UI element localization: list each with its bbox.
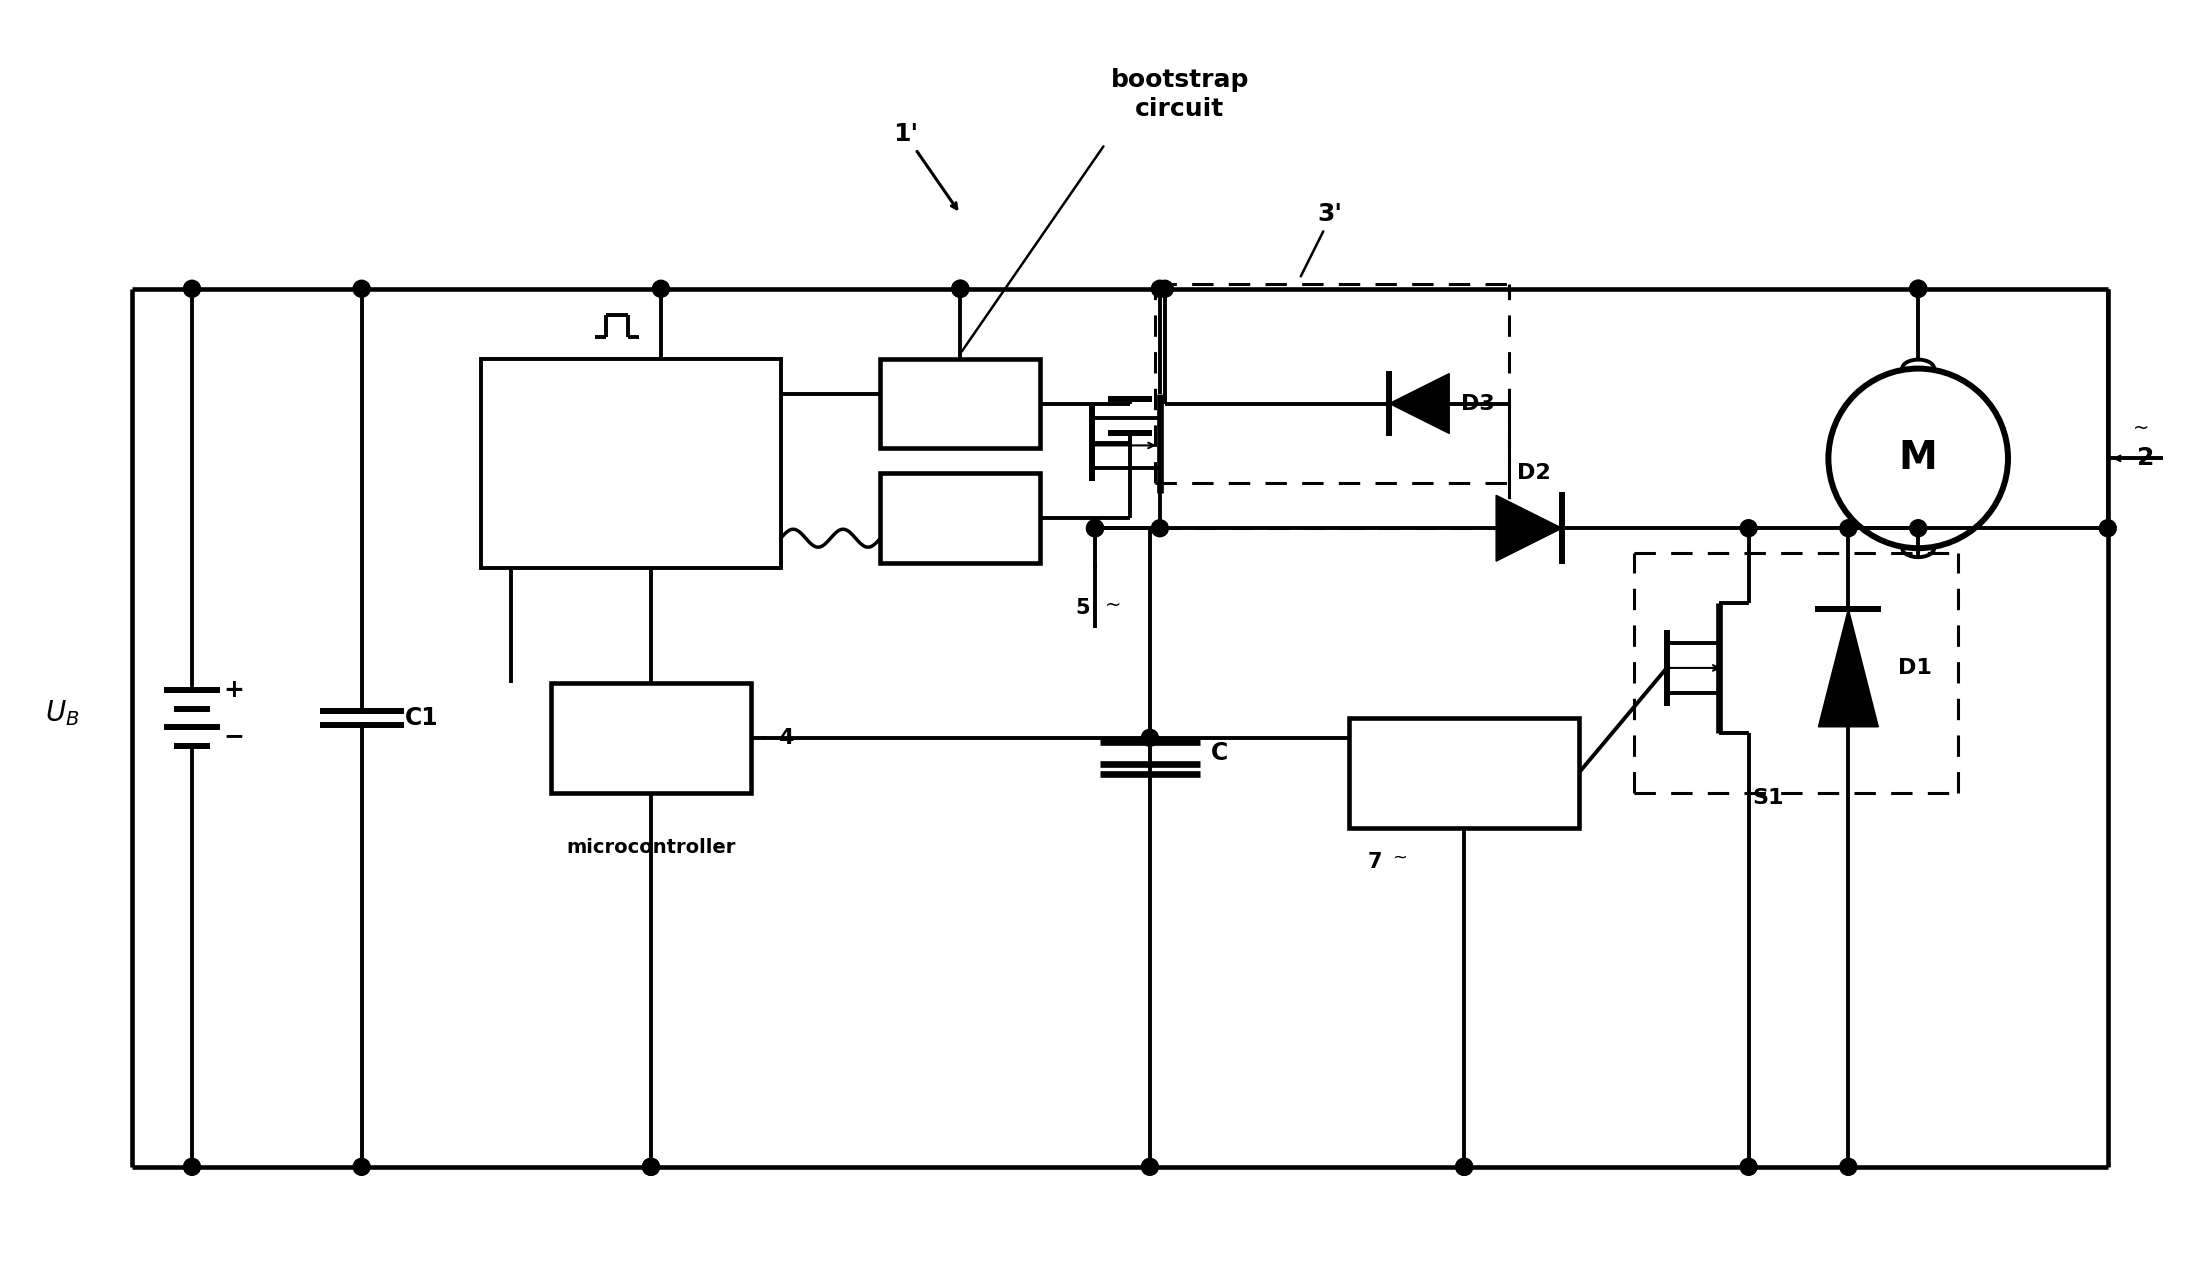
Circle shape bbox=[1741, 520, 1756, 536]
Circle shape bbox=[352, 280, 370, 297]
Circle shape bbox=[1840, 520, 1858, 536]
Text: bootstrap
circuit: bootstrap circuit bbox=[1112, 67, 1248, 120]
Circle shape bbox=[1151, 280, 1169, 297]
Circle shape bbox=[1455, 1159, 1472, 1175]
Text: ~: ~ bbox=[757, 728, 775, 747]
Text: ~: ~ bbox=[1391, 848, 1406, 866]
Circle shape bbox=[1142, 729, 1158, 747]
Circle shape bbox=[1151, 520, 1169, 536]
Text: M: M bbox=[1899, 440, 1937, 477]
Circle shape bbox=[1087, 520, 1103, 536]
Bar bbox=[550, 683, 751, 792]
Text: D1: D1 bbox=[1897, 658, 1932, 678]
Text: D2: D2 bbox=[1516, 463, 1552, 483]
Text: +: + bbox=[225, 678, 244, 702]
Circle shape bbox=[183, 1159, 200, 1175]
Bar bbox=[880, 473, 1041, 563]
Polygon shape bbox=[1389, 374, 1448, 434]
Circle shape bbox=[643, 1159, 660, 1175]
Bar bbox=[482, 359, 781, 568]
Text: 1': 1' bbox=[894, 122, 918, 146]
Text: ~: ~ bbox=[2133, 418, 2148, 437]
Text: −: − bbox=[225, 724, 244, 748]
Circle shape bbox=[1910, 520, 1926, 536]
Circle shape bbox=[1910, 280, 1926, 297]
Text: 3': 3' bbox=[1316, 202, 1343, 226]
Text: power
supply
circuit: power supply circuit bbox=[500, 431, 566, 496]
Polygon shape bbox=[1818, 609, 1877, 727]
Text: driver: driver bbox=[1428, 762, 1499, 782]
Circle shape bbox=[183, 280, 200, 297]
Text: 6: 6 bbox=[898, 388, 913, 408]
Circle shape bbox=[951, 280, 968, 297]
Circle shape bbox=[1142, 1159, 1158, 1175]
Text: 4: 4 bbox=[777, 728, 792, 748]
Circle shape bbox=[2100, 520, 2117, 536]
Circle shape bbox=[1840, 1159, 1858, 1175]
Bar bbox=[880, 359, 1041, 449]
Bar bbox=[1349, 718, 1578, 828]
Text: $U_B$: $U_B$ bbox=[44, 697, 79, 728]
Circle shape bbox=[1910, 280, 1926, 297]
Circle shape bbox=[643, 1159, 660, 1175]
Circle shape bbox=[1156, 280, 1173, 297]
Text: microcontroller: microcontroller bbox=[566, 838, 735, 857]
Text: C: C bbox=[1211, 741, 1228, 765]
Text: C1: C1 bbox=[405, 706, 438, 730]
Circle shape bbox=[951, 280, 968, 297]
Text: 7: 7 bbox=[1367, 852, 1382, 872]
Text: 2: 2 bbox=[2137, 446, 2155, 470]
Circle shape bbox=[651, 280, 669, 297]
Text: D3: D3 bbox=[1461, 393, 1494, 413]
Circle shape bbox=[1455, 1159, 1472, 1175]
Polygon shape bbox=[1497, 496, 1563, 562]
Circle shape bbox=[1087, 520, 1103, 536]
Text: ~: ~ bbox=[1105, 596, 1120, 615]
Circle shape bbox=[1741, 1159, 1756, 1175]
Text: µC: µC bbox=[632, 725, 671, 751]
Text: 5: 5 bbox=[1076, 598, 1089, 618]
Text: S1: S1 bbox=[1752, 787, 1785, 808]
Text: ~: ~ bbox=[931, 399, 946, 418]
Circle shape bbox=[352, 1159, 370, 1175]
